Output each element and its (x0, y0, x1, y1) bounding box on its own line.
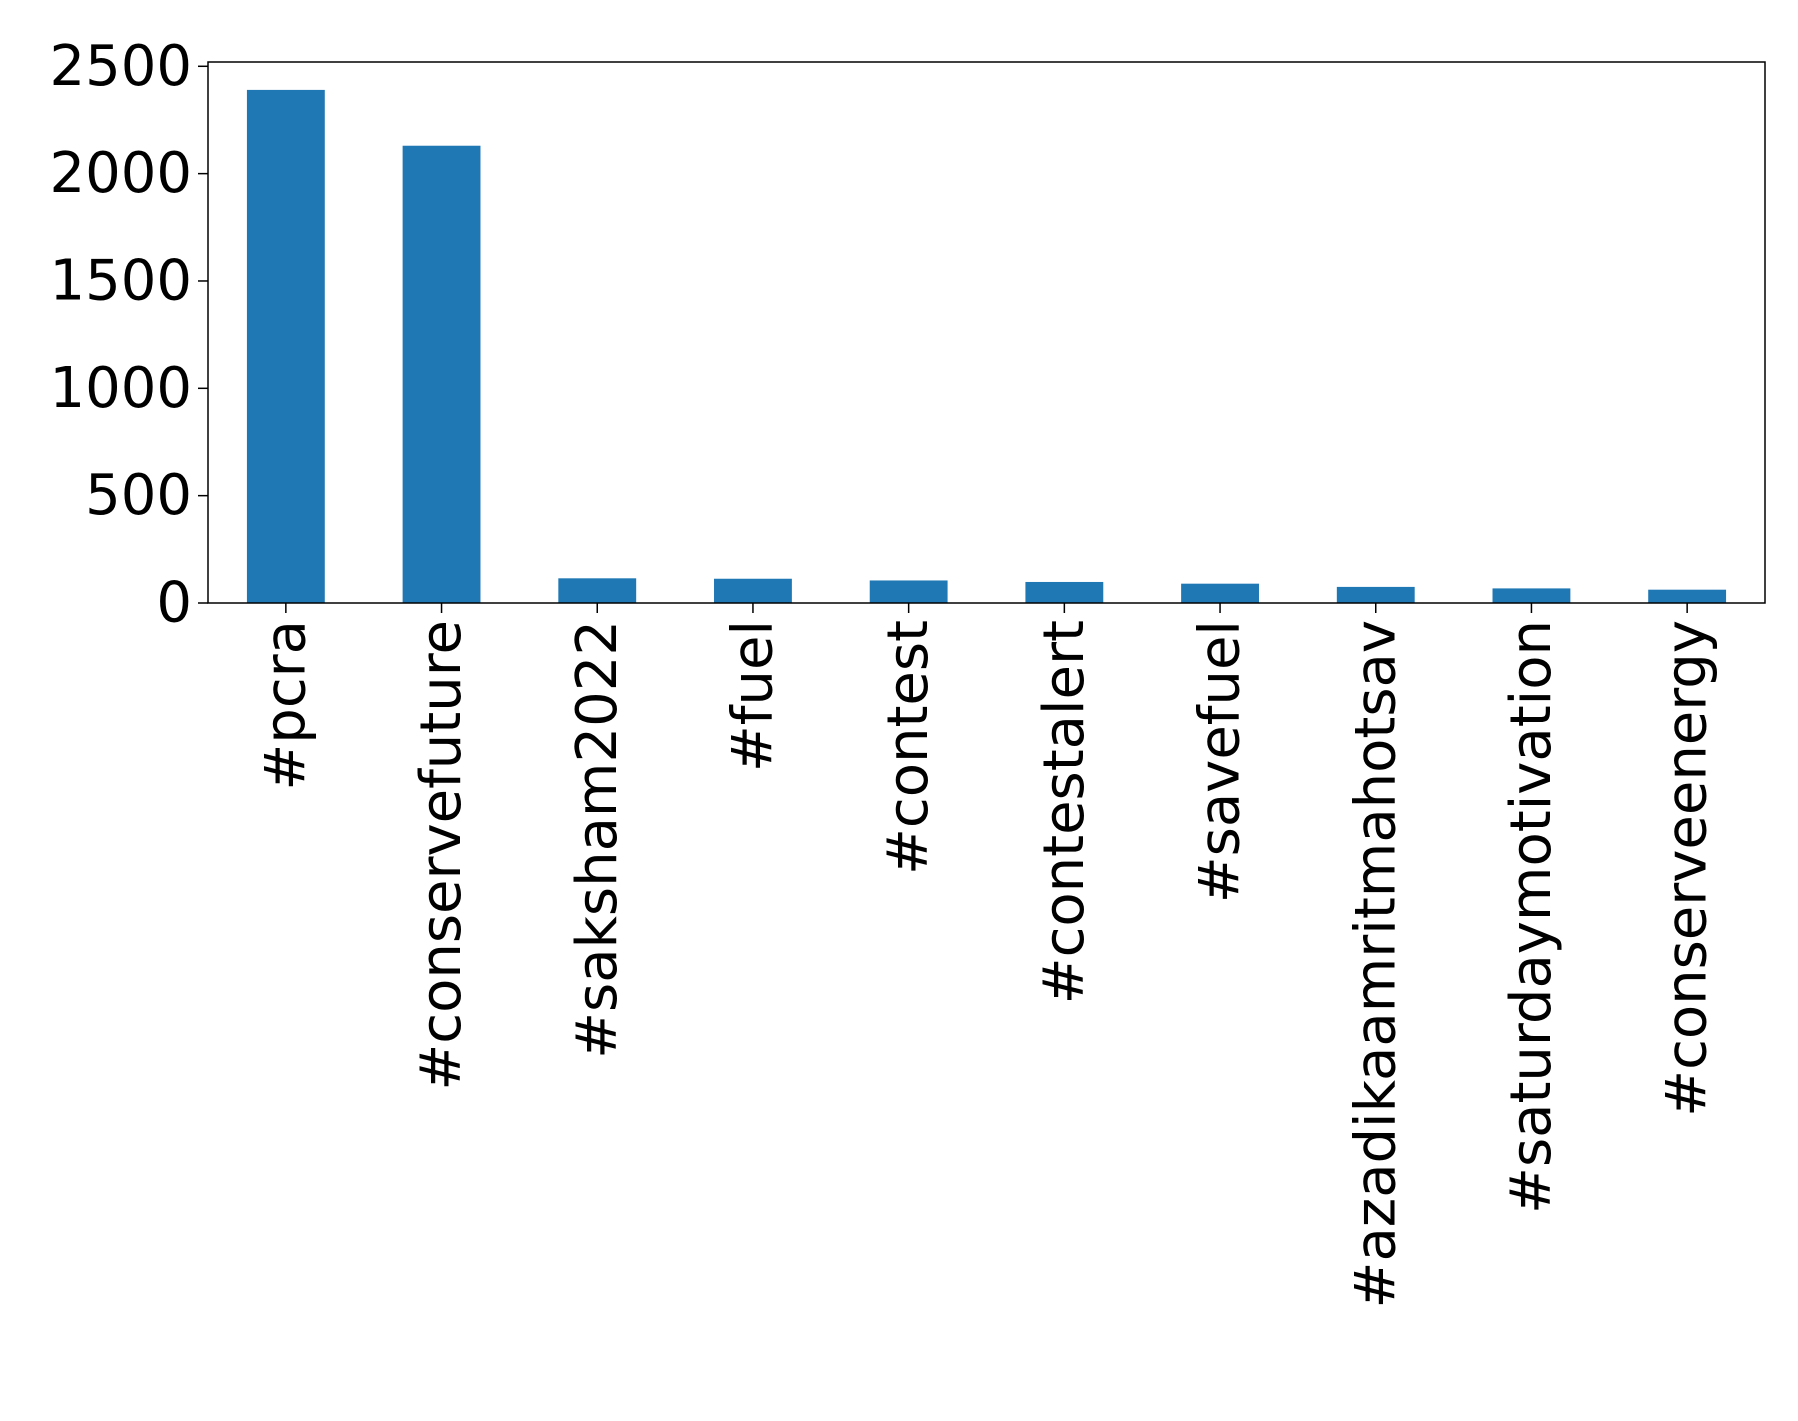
x-tick-label: #azadikaamritmahotsav (1343, 620, 1408, 1308)
x-tick-label: #contestalert (1032, 620, 1097, 1004)
x-axis: #pcra #conservefuture #saksham2022 #fuel #co… (253, 603, 1720, 1308)
bars-layer (246, 89, 1727, 604)
y-tick-label: 500 (85, 463, 192, 528)
bar (1025, 581, 1104, 603)
bar (1181, 583, 1259, 603)
x-tick-label: #pcra (253, 620, 318, 791)
bar (869, 580, 948, 603)
y-tick-label: 2500 (49, 34, 192, 99)
bar (1492, 588, 1571, 603)
bar (558, 578, 637, 603)
x-tick-label: #saturdaymotivation (1499, 620, 1564, 1214)
y-axis: 0 500 1000 1500 2000 2500 (49, 34, 208, 636)
x-tick-label: #conserveenergy (1655, 620, 1720, 1117)
y-tick-label: 2000 (49, 141, 192, 206)
bar (1336, 586, 1415, 603)
x-tick-label: #saksham2022 (565, 620, 630, 1059)
x-tick-label: #contest (876, 620, 941, 875)
x-tick-label: #conservefuture (409, 620, 474, 1091)
plot-frame (207, 61, 1766, 604)
bar (246, 89, 325, 603)
y-tick-label: 1000 (49, 356, 192, 421)
y-tick-label: 1500 (49, 248, 192, 313)
x-tick-label: #savefuel (1188, 620, 1253, 903)
x-tick-label: #fuel (720, 620, 785, 772)
bar (714, 578, 792, 603)
bar (402, 145, 481, 604)
y-tick-label: 0 (156, 571, 192, 636)
bar (1648, 589, 1727, 603)
